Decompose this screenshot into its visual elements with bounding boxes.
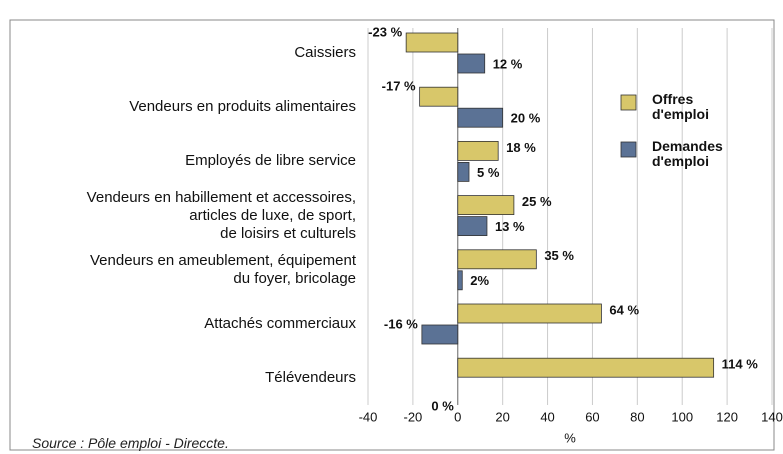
x-tick-label: 60 xyxy=(585,409,599,424)
category-label: Employés de libre service xyxy=(185,152,356,170)
x-tick-label: 20 xyxy=(495,409,509,424)
category-label: Vendeurs en produits alimentaires xyxy=(129,98,356,116)
legend-swatch xyxy=(620,141,637,158)
category-label: Caissiers xyxy=(294,44,356,61)
category-label: Vendeurs en habillement et accessoires, … xyxy=(86,188,356,242)
x-tick-label: 140 xyxy=(761,409,783,424)
value-label: -17 % xyxy=(382,79,416,94)
legend-label: Offres d'emploi xyxy=(652,91,709,122)
x-tick-label: -40 xyxy=(359,409,378,424)
source: Source : Pôle emploi - Direccte. xyxy=(32,435,229,451)
bar xyxy=(457,140,499,161)
bar xyxy=(457,303,602,324)
bar xyxy=(457,249,537,270)
x-tick-label: 0 xyxy=(454,409,461,424)
x-tick-label: -20 xyxy=(403,409,422,424)
category-label: Télévendeurs xyxy=(265,369,356,387)
bar xyxy=(457,161,470,182)
value-label: 114 % xyxy=(722,357,759,372)
value-label: 0 % xyxy=(431,399,454,414)
x-tick-label: 40 xyxy=(540,409,554,424)
value-label: 5 % xyxy=(477,165,500,180)
bar xyxy=(419,86,459,107)
x-tick-label: 100 xyxy=(671,409,693,424)
value-label: 13 % xyxy=(495,219,525,234)
value-label: 64 % xyxy=(609,302,639,317)
x-tick-label: 120 xyxy=(716,409,738,424)
value-label: -23 % xyxy=(368,24,402,39)
frame xyxy=(9,19,775,451)
bar xyxy=(421,324,459,345)
value-label: 20 % xyxy=(511,111,541,126)
bar xyxy=(457,357,715,378)
value-label: 35 % xyxy=(544,248,574,263)
value-label: 18 % xyxy=(506,140,536,155)
bar xyxy=(457,216,488,237)
bar xyxy=(457,195,515,216)
bar xyxy=(457,107,504,128)
value-label: 12 % xyxy=(493,56,523,71)
legend-swatch xyxy=(620,94,637,111)
bar xyxy=(457,270,463,291)
bar xyxy=(457,53,486,74)
value-label: 25 % xyxy=(522,194,552,209)
category-label: Attachés commerciaux xyxy=(204,315,356,332)
bar xyxy=(405,32,459,53)
category-label: Vendeurs en ameublement, équipement du f… xyxy=(89,251,356,287)
legend-label: Demandes d'emploi xyxy=(652,138,723,169)
x-tick-label: 80 xyxy=(630,409,644,424)
value-label: 2% xyxy=(470,273,489,288)
value-label: -16 % xyxy=(384,316,418,331)
x-axis-label: % xyxy=(564,430,576,445)
